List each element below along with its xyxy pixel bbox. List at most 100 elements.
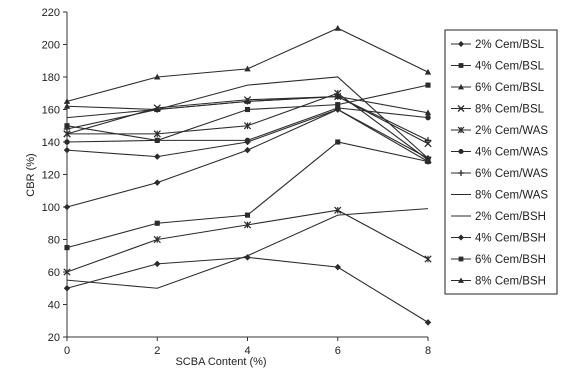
legend-marker (458, 234, 464, 241)
legend-label: 4% Cem/BSL (475, 61, 545, 73)
y-tick-label: 200 (42, 40, 60, 52)
data-point (244, 137, 251, 144)
x-tick-label: 0 (64, 345, 70, 357)
data-point (425, 114, 431, 121)
y-tick-label: 160 (42, 105, 60, 117)
legend-label: 6% Cem/WAS (475, 168, 548, 180)
data-point (63, 146, 71, 154)
data-point (334, 93, 341, 100)
data-point (425, 82, 431, 88)
legend-marker (457, 105, 465, 112)
legend-item: 8% Cem/BSL (451, 104, 545, 116)
legend-marker (458, 41, 464, 47)
data-point (424, 319, 432, 326)
data-point (244, 212, 251, 218)
legend-marker (458, 84, 464, 90)
legend-item: 4% Cem/BSL (451, 61, 545, 73)
data-point (334, 263, 341, 271)
x-tick-label: 8 (425, 345, 431, 357)
data-point (63, 268, 71, 276)
data-point (334, 206, 342, 214)
series-line (66, 208, 429, 289)
y-tick-label: 40 (48, 300, 60, 312)
data-point (425, 158, 431, 165)
legend-marker (458, 63, 464, 68)
data-point (244, 146, 251, 154)
y-tick-label: 100 (42, 202, 60, 214)
data-point (424, 109, 432, 116)
legend-item: 2% Cem/BSH (451, 211, 546, 223)
legend-marker (458, 256, 464, 262)
data-point (63, 103, 71, 109)
data-point (424, 139, 432, 148)
series-line (66, 209, 429, 273)
data-point (154, 73, 161, 80)
series-12 (63, 25, 432, 104)
plot-area (63, 25, 432, 326)
data-point (244, 65, 251, 72)
series-14 (63, 254, 432, 326)
y-axis-title: CBR (%) (25, 153, 37, 196)
y-tick-label: 180 (42, 72, 60, 84)
legend-label: 4% Cem/BSH (475, 233, 546, 245)
legend-item: 8% Cem/WAS (451, 190, 548, 202)
series-8 (66, 76, 429, 159)
y-tick-label: 20 (48, 332, 60, 344)
data-point (244, 98, 251, 105)
data-point (154, 220, 160, 226)
data-point (243, 221, 252, 229)
legend-label: 2% Cem/WAS (475, 125, 548, 137)
series-13 (63, 206, 432, 276)
legend-item: 8% Cem/BSH (451, 276, 546, 288)
y-tick-label: 140 (42, 137, 60, 149)
data-point (334, 106, 341, 113)
series-11 (64, 139, 431, 251)
y-tick-label: 60 (48, 267, 60, 279)
legend-item: 6% Cem/WAS (451, 168, 548, 180)
y-tick-label: 220 (42, 7, 60, 19)
x-axis-title: SCBA Content (%) (175, 356, 266, 368)
series-10 (63, 106, 432, 211)
data-point (154, 153, 161, 160)
data-point (154, 179, 161, 186)
data-point (244, 106, 251, 113)
legend-item: 4% Cem/BSH (451, 233, 546, 245)
legend-item: 2% Cem/WAS (451, 125, 548, 137)
data-point (335, 139, 341, 145)
data-point (153, 235, 161, 244)
series-7 (63, 93, 432, 144)
x-tick-label: 2 (154, 345, 160, 357)
legend-label: 6% Cem/BSL (475, 82, 545, 94)
data-point (64, 139, 70, 145)
data-point (63, 203, 71, 211)
series-line (66, 256, 429, 323)
data-point (154, 137, 160, 144)
legend-box (444, 29, 558, 295)
series-line (66, 76, 429, 159)
legend-item: 4% Cem/WAS (451, 147, 548, 159)
series-9 (66, 208, 429, 289)
data-point (424, 255, 432, 263)
x-tick-label: 6 (335, 345, 341, 357)
data-point (243, 122, 252, 130)
legend-label: 6% Cem/BSH (475, 254, 546, 266)
legend-item: 6% Cem/BSL (451, 82, 545, 94)
marker-stroke (424, 139, 432, 148)
data-point (64, 245, 70, 251)
legend-marker (458, 170, 464, 176)
series-line (66, 141, 429, 249)
legend-label: 2% Cem/BSL (475, 39, 545, 51)
legend-item: 6% Cem/BSH (451, 254, 546, 266)
series-line (66, 27, 429, 102)
legend-label: 4% Cem/WAS (475, 147, 548, 159)
legend-label: 8% Cem/BSH (475, 276, 546, 288)
legend-marker (458, 148, 464, 155)
legend: 2% Cem/BSL 4% Cem/BSL 6% Cem/BSL 8% Cem/BSL… (444, 29, 558, 295)
y-tick-label: 80 (48, 235, 60, 247)
legend-label: 2% Cem/BSH (475, 211, 546, 223)
data-point (335, 102, 341, 108)
data-point (424, 137, 432, 144)
data-point (63, 98, 71, 104)
